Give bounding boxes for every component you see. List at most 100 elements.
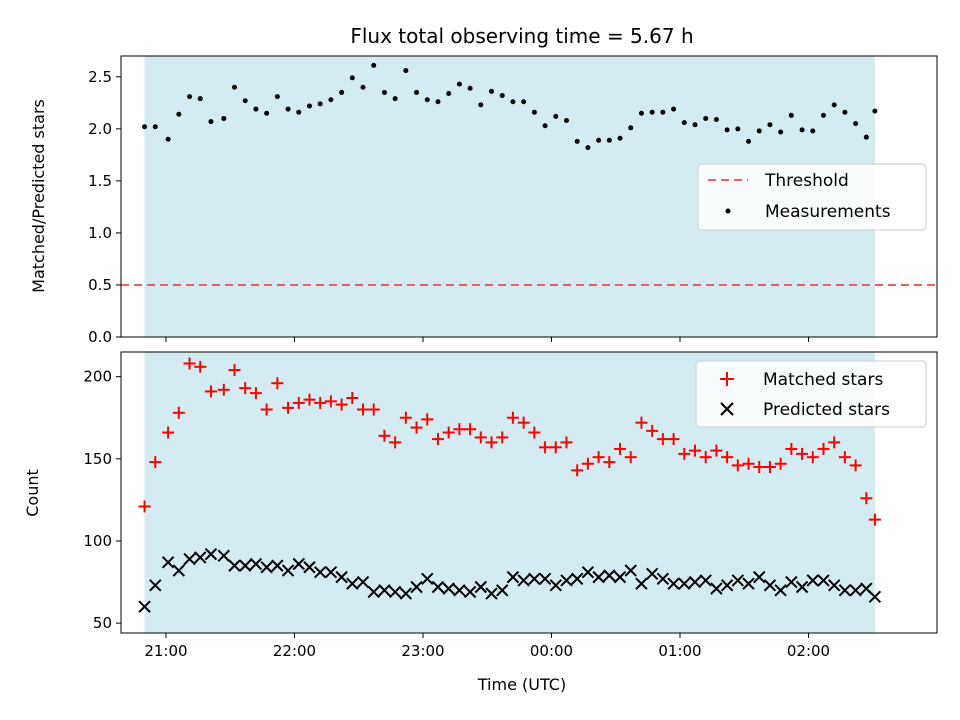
x-tick-label: 23:00: [401, 642, 444, 660]
predicted-point: [517, 574, 530, 587]
measurement-point: [232, 84, 238, 90]
measurement-point: [713, 116, 719, 122]
predicted-point: [549, 579, 562, 592]
top-y-ticks: 0.0 0.5 1.0 1.5 2.0 2.5: [88, 68, 121, 346]
measurement-point: [853, 121, 859, 127]
measurement-point: [563, 118, 569, 124]
predicted-point: [570, 572, 584, 585]
matched-point: [549, 441, 562, 454]
y-tick-label: 50: [93, 614, 112, 632]
legend-measurement-swatch: [725, 208, 731, 214]
predicted-point: [603, 569, 616, 582]
measurement-point: [510, 99, 516, 105]
predicted-point: [239, 559, 252, 572]
predicted-point: [463, 585, 477, 599]
matched-point: [763, 461, 776, 474]
measurement-point: [208, 119, 214, 125]
matched-point: [410, 421, 423, 434]
measurement-point: [778, 129, 784, 135]
measurement-point: [499, 93, 505, 99]
measurement-point: [531, 109, 537, 115]
matched-point: [710, 444, 723, 457]
matched-point: [314, 396, 327, 409]
matched-point: [656, 433, 669, 446]
measurement-point: [638, 110, 644, 116]
measurement-point: [820, 112, 826, 118]
predicted-point: [138, 600, 151, 613]
matched-points: [138, 357, 881, 526]
top-y-axis-label: Matched/Predicted stars: [29, 99, 48, 293]
predicted-point: [710, 582, 723, 595]
measurement-point: [467, 85, 473, 91]
predicted-point: [731, 574, 745, 587]
predicted-point: [635, 577, 648, 590]
predicted-point: [453, 584, 466, 597]
measurement-point: [349, 75, 355, 81]
predicted-point: [868, 590, 882, 604]
measurement-point: [403, 68, 409, 74]
predicted-point: [260, 561, 273, 574]
top-plot-frame: [120, 55, 938, 338]
y-tick-label: 1.5: [88, 172, 112, 190]
measurement-point: [435, 99, 441, 105]
measurement-point: [746, 138, 752, 144]
matched-point: [260, 403, 273, 416]
matched-point: [796, 447, 809, 460]
matched-point: [614, 442, 627, 455]
x-tick-label: 02:00: [787, 642, 830, 660]
predicted-point: [506, 570, 520, 584]
measurement-point: [242, 98, 248, 104]
matched-point: [571, 464, 584, 477]
measurement-point: [671, 106, 677, 112]
measurement-point: [328, 97, 334, 103]
predicted-point: [763, 579, 777, 592]
measurement-point: [296, 109, 302, 115]
predicted-point: [313, 565, 327, 579]
legend-threshold-label: Threshold: [764, 171, 849, 191]
measurement-point: [392, 96, 398, 102]
bottom-y-ticks: 50 100 150 200: [83, 368, 121, 632]
matched-point: [194, 360, 207, 373]
measurement-point: [264, 110, 270, 116]
matched-point: [539, 441, 552, 454]
y-tick-label: 2.5: [88, 68, 112, 86]
predicted-point: [228, 559, 241, 572]
matched-point: [335, 398, 348, 411]
predicted-point: [292, 557, 305, 571]
matched-point: [357, 403, 370, 416]
matched-point: [603, 456, 616, 469]
predicted-point: [172, 564, 186, 577]
x-tick-label: 21:00: [144, 642, 187, 660]
matched-point: [688, 444, 701, 457]
predicted-point: [624, 564, 637, 577]
predicted-point: [742, 577, 755, 590]
matched-point: [367, 403, 380, 416]
measurement-point: [735, 126, 741, 132]
matched-point: [506, 411, 519, 424]
measurement-point: [606, 137, 612, 143]
predicted-point: [346, 577, 359, 590]
measurement-point: [360, 84, 366, 90]
measurement-point: [381, 89, 387, 95]
predicted-point: [410, 580, 423, 594]
predicted-point: [795, 580, 809, 594]
predicted-point: [528, 572, 541, 585]
measurement-point: [285, 106, 291, 112]
matched-point: [464, 423, 477, 436]
predicted-point: [560, 574, 573, 587]
predicted-point: [161, 556, 175, 569]
measurement-point: [371, 62, 377, 68]
predicted-point: [827, 579, 841, 592]
bottom-y-axis-label: Count: [23, 469, 42, 517]
top-panel: 0.0 0.5 1.0 1.5 2.0 2.5 Flux total observing …: [29, 24, 938, 346]
matched-point: [474, 431, 487, 444]
matched-point: [138, 500, 151, 513]
measurement-point: [628, 125, 634, 131]
measurement-point: [424, 97, 430, 103]
bottom-legend-box: [695, 360, 927, 428]
measurement-point: [574, 138, 580, 144]
bottom-panel: 50 100 150 200 21:00 22:00 23:00 00:00 01:00 02:…: [23, 351, 938, 694]
legend-measurement-label: Measurements: [765, 202, 891, 222]
predicted-point: [281, 564, 295, 577]
matched-point: [292, 396, 305, 409]
